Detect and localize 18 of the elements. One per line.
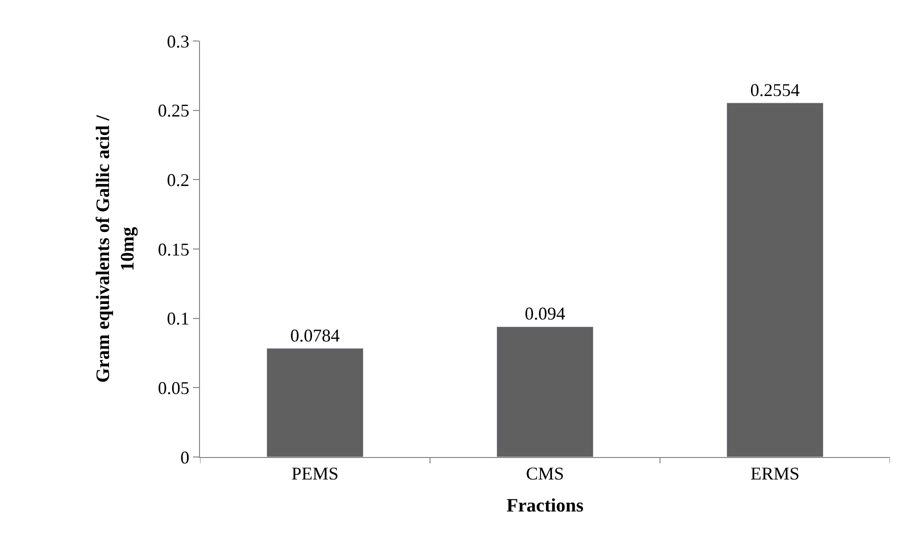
- bar: [726, 102, 824, 457]
- y-tick-label: 0.1: [166, 308, 190, 329]
- data-label: 0.094: [524, 304, 566, 324]
- x-axis-title: Fractions: [506, 495, 584, 516]
- y-tick-label: 0.3: [166, 31, 190, 52]
- y-tick-label: 0.05: [158, 378, 190, 398]
- x-tick-label: PEMS: [291, 464, 339, 484]
- bar: [496, 326, 594, 457]
- y-axis-title: Gram equivalents of Gallic acid / 10mg: [93, 114, 139, 383]
- y-tick-label: 0.2: [166, 170, 190, 190]
- y-tick-label: 0: [180, 447, 190, 468]
- x-tick-label: ERMS: [750, 464, 800, 484]
- y-tick-label: 0.25: [158, 100, 190, 121]
- data-label: 0.2554: [750, 80, 800, 100]
- x-tick-label: CMS: [526, 464, 564, 484]
- y-tick-label: 0.15: [158, 239, 190, 260]
- bar: [266, 348, 364, 457]
- data-label: 0.0784: [290, 325, 340, 346]
